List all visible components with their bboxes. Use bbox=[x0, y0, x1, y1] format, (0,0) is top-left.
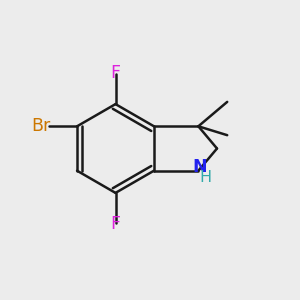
Text: Br: Br bbox=[32, 117, 51, 135]
Text: F: F bbox=[110, 64, 121, 82]
Text: H: H bbox=[199, 170, 211, 185]
Text: F: F bbox=[110, 215, 121, 233]
Text: N: N bbox=[193, 158, 207, 176]
